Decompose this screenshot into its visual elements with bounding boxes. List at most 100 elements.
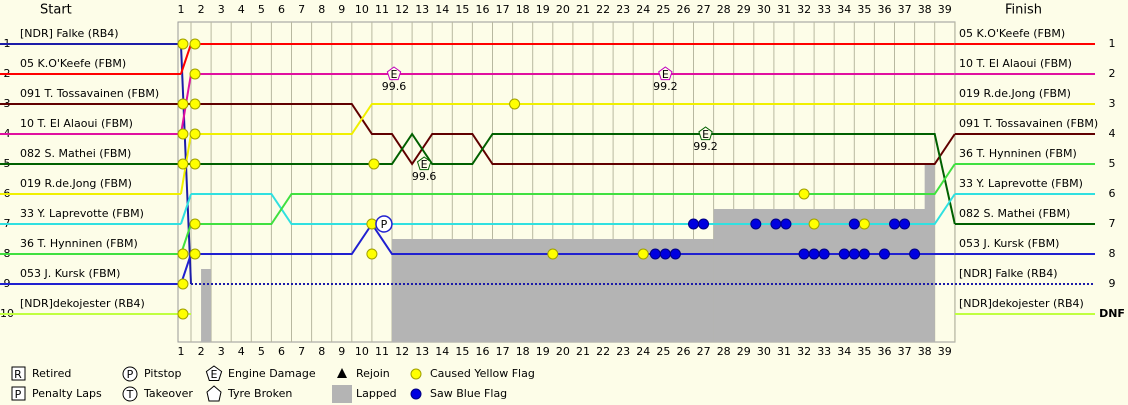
lap-label-top: 25 [656,3,670,16]
start-driver-label: 33 Y. Laprevotte (FBM) [20,207,144,220]
lap-label-top: 2 [198,3,205,16]
lap-label-top: 21 [576,3,590,16]
lap-label-bottom: 31 [777,345,791,358]
legend-symbol: E [211,368,218,381]
engine-damage-symbol: E [702,128,709,141]
finish-driver-label: 019 R.de.Jong (FBM) [959,87,1071,100]
lap-label-top: 27 [697,3,711,16]
position-label-right: 6 [1109,187,1116,200]
blue-flag [889,218,900,230]
start-driver-label: 082 S. Mathei (FBM) [20,147,131,160]
lap-label-top: 36 [878,3,892,16]
lap-label-top: 28 [717,3,731,16]
engine-damage-label: 99.6 [382,80,407,93]
legend-icon [122,366,138,382]
legend-icon [337,368,347,378]
blue-flag [688,218,699,230]
legend-icon [206,385,222,402]
blue-flag [848,218,860,230]
legend-icon [332,385,352,403]
legend-label: Lapped [356,387,397,400]
legend-label: Retired [32,367,71,380]
lap-label-bottom: 36 [878,345,892,358]
yellow-flag [189,38,201,50]
pitstop-icon [375,215,393,233]
yellow-flag [177,248,189,260]
lap-label-top: 5 [258,3,265,16]
legend-label: Engine Damage [228,367,316,380]
legend-symbol: T [126,388,134,401]
lap-label-bottom: 14 [435,345,449,358]
position-label-right: 2 [1109,67,1116,80]
yellow-flag [637,248,649,260]
start-title: Start [40,3,72,18]
lap-label-bottom: 3 [218,345,225,358]
lap-label-top: 3 [218,3,225,16]
lap-label-bottom: 22 [596,345,610,358]
lap-label-bottom: 5 [258,345,265,358]
yellow-flag [509,98,521,110]
blue-flag [798,248,810,260]
yellow-flag [547,248,559,260]
lap-label-top: 8 [318,3,325,16]
yellow-flag [177,278,189,290]
legend-symbol: P [127,368,134,381]
lap-label-bottom: 13 [415,345,429,358]
position-label-right: 3 [1109,97,1116,110]
blue-flag [780,218,792,230]
lap-label-top: 37 [898,3,912,16]
engine-damage-icon [386,66,402,81]
lap-label-bottom: 4 [238,345,245,358]
yellow-flag [366,248,378,260]
start-driver-label: [NDR]dekojester (RB4) [20,297,145,310]
position-label-right: 7 [1109,217,1116,230]
blue-flag [909,248,921,260]
lap-label-bottom: 11 [375,345,389,358]
blue-flag [858,248,870,260]
legend-symbol: P [15,388,22,401]
finish-title: Finish [1005,3,1042,18]
yellow-flag [177,38,189,50]
engine-damage-label: 99.6 [412,170,437,183]
lap-label-bottom: 30 [757,345,771,358]
legend-label: Rejoin [356,367,390,380]
yellow-flag [189,218,201,230]
lap-label-top: 14 [435,3,449,16]
lapped-area [201,269,212,342]
yellow-flag [858,218,870,230]
yellow-flag [798,188,810,200]
lap-label-bottom: 15 [455,345,469,358]
lap-label-bottom: 1 [178,345,185,358]
engine-damage-icon [698,126,713,141]
finish-driver-label: 10 T. El Alaoui (FBM) [959,57,1072,70]
start-driver-label: 019 R.de.Jong (FBM) [20,177,132,190]
lap-label-top: 29 [737,3,751,16]
finish-driver-label: [NDR] Falke (RB4) [959,267,1058,280]
lap-label-top: 20 [556,3,570,16]
legend-label: Caused Yellow Flag [430,367,535,380]
engine-damage-label: 99.2 [693,140,718,153]
finish-driver-label: 053 J. Kursk (FBM) [959,237,1059,250]
lap-label-bottom: 18 [516,345,530,358]
lap-label-bottom: 33 [817,345,831,358]
blue-flag [878,248,890,260]
legend-label: Penalty Laps [32,387,102,400]
engine-damage-symbol: E [662,68,669,81]
lap-label-bottom: 29 [737,345,751,358]
lap-label-top: 38 [918,3,932,16]
yellow-flag [808,218,820,230]
lap-label-bottom: 20 [556,345,570,358]
lap-label-top: 33 [817,3,831,16]
yellow-flag [189,68,201,80]
start-transition [180,193,192,225]
lap-label-bottom: 8 [318,345,325,358]
position-line [191,103,956,166]
lap-label-top: 39 [938,3,952,16]
lap-label-top: 10 [355,3,369,16]
lap-label-top: 17 [496,3,510,16]
blue-flag [649,248,661,260]
engine-damage-icon [658,66,673,81]
legend-label: Saw Blue Flag [430,387,507,400]
lap-label-bottom: 9 [338,345,345,358]
